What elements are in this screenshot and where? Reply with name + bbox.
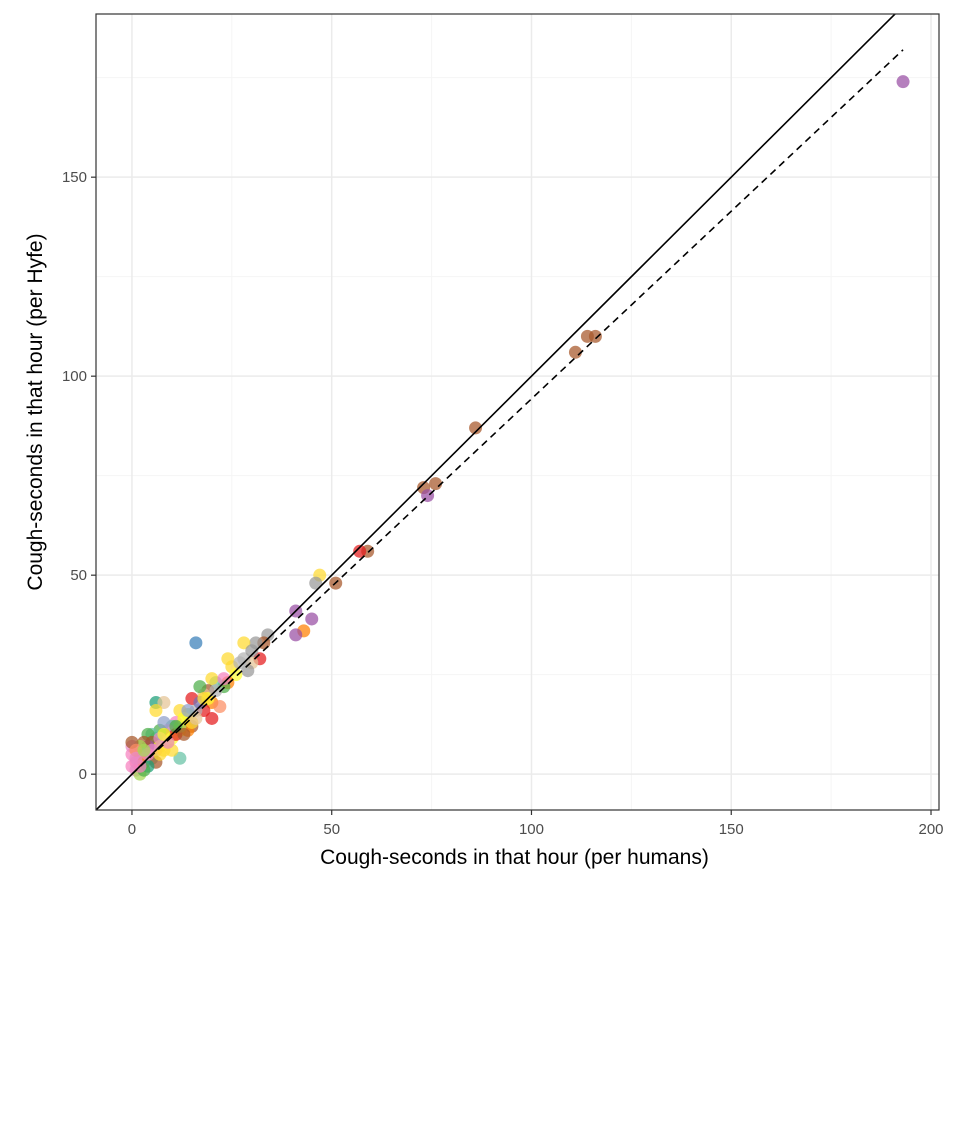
y-tick-label: 50	[70, 567, 87, 584]
data-point	[221, 652, 235, 666]
data-point	[213, 700, 227, 714]
data-point	[289, 628, 303, 642]
y-axis-title: Cough-seconds in that hour (per Hyfe)	[24, 233, 47, 590]
y-tick-label: 0	[79, 766, 87, 783]
data-point	[229, 668, 243, 682]
data-points	[125, 75, 910, 781]
data-point	[241, 664, 255, 678]
x-axis-title: Cough-seconds in that hour (per humans)	[320, 846, 709, 869]
x-tick-label: 0	[128, 821, 136, 838]
y-tick-label: 150	[62, 169, 87, 186]
data-point	[173, 751, 187, 765]
data-point	[149, 704, 163, 717]
data-point	[129, 751, 143, 765]
data-point	[205, 711, 219, 725]
data-point	[177, 727, 191, 741]
data-point	[157, 696, 171, 710]
data-point	[353, 544, 367, 558]
grid-lines	[96, 14, 939, 810]
data-point	[137, 743, 151, 757]
data-point	[896, 75, 910, 89]
x-tick-label: 200	[918, 821, 943, 838]
data-point	[217, 672, 231, 686]
data-point	[193, 680, 207, 694]
data-point	[237, 636, 251, 650]
y-tick-label: 100	[62, 368, 87, 385]
identity-line	[96, 14, 897, 810]
data-point	[309, 576, 323, 590]
axis-ticks: 0 50 100 150 200 0 50 100 150	[62, 169, 944, 838]
fit-line	[131, 49, 904, 775]
data-point	[245, 644, 259, 658]
reference-lines	[96, 14, 904, 810]
data-point	[205, 672, 219, 686]
data-point	[580, 329, 594, 343]
data-point	[233, 656, 247, 670]
data-point	[305, 612, 319, 626]
x-tick-label: 100	[519, 821, 544, 838]
data-point	[181, 704, 195, 717]
x-tick-label: 50	[323, 821, 340, 838]
data-point	[153, 747, 167, 761]
data-point	[197, 692, 211, 706]
data-point	[189, 711, 203, 725]
data-point	[157, 715, 171, 729]
data-point	[157, 727, 171, 741]
data-point	[469, 421, 483, 435]
x-tick-label: 150	[719, 821, 744, 838]
data-point	[189, 636, 203, 650]
panel-border	[95, 13, 940, 811]
